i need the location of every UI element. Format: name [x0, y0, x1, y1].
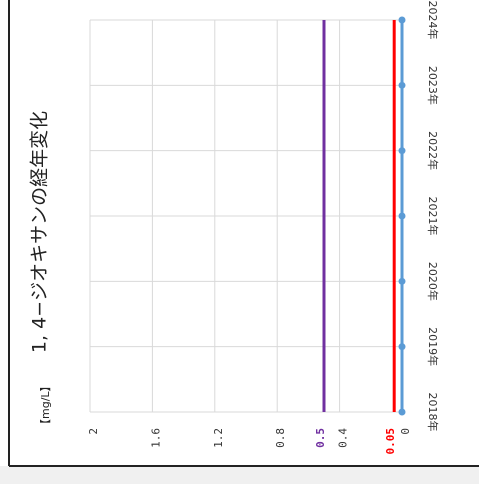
y-tick-label: 0 [399, 428, 412, 435]
data-point [398, 16, 406, 24]
x-tick-label: 2018年 [426, 393, 440, 432]
data-point [398, 81, 406, 89]
data-point [398, 212, 406, 220]
chart-title: 1, 4−ジオキサンの経年変化 [29, 111, 51, 353]
data-point [398, 408, 406, 416]
data-point [398, 147, 406, 155]
x-tick-label: 2019年 [426, 327, 440, 366]
bottom-panel [0, 466, 479, 484]
x-tick-label: 2021年 [426, 197, 440, 236]
x-tick-label: 2024年 [426, 1, 440, 40]
data-point [398, 277, 406, 285]
y-tick-label: 1.6 [149, 428, 162, 448]
x-tick-label: 2023年 [426, 66, 440, 105]
x-tick-label: 2020年 [426, 262, 440, 301]
data-point [398, 343, 406, 351]
y-tick-label: 0.8 [274, 428, 287, 448]
y-tick-label: 2 [87, 428, 100, 435]
reference-label: 0.05 [384, 428, 397, 455]
y-tick-label: 0.4 [337, 428, 350, 448]
reference-label: 0.5 [314, 428, 327, 448]
y-axis-label: 【mg/L】 [39, 380, 52, 430]
x-tick-label: 2022年 [426, 131, 440, 170]
y-tick-label: 1.2 [212, 428, 225, 448]
